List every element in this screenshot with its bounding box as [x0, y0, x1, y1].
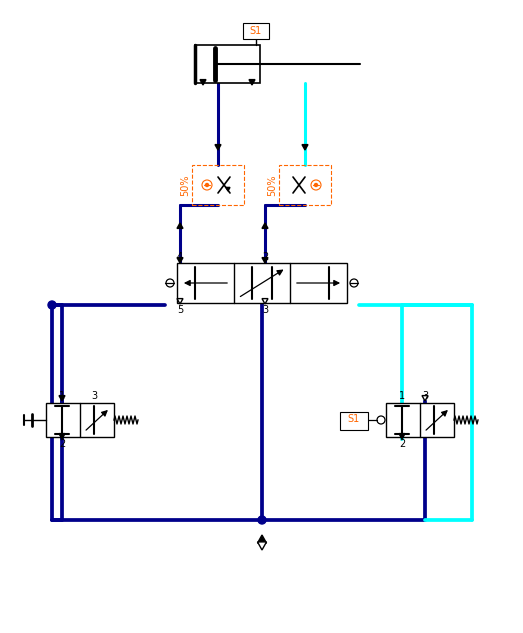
Text: 50%: 50% — [180, 174, 190, 196]
Bar — [177, 263, 347, 303]
Polygon shape — [177, 299, 183, 304]
Polygon shape — [215, 144, 221, 150]
Text: 2: 2 — [399, 439, 405, 449]
Polygon shape — [249, 80, 255, 85]
Circle shape — [314, 184, 317, 187]
Text: 2: 2 — [262, 252, 268, 262]
Polygon shape — [59, 396, 65, 401]
Polygon shape — [226, 187, 230, 191]
Text: 3: 3 — [91, 391, 97, 401]
Text: 2: 2 — [59, 439, 65, 449]
Polygon shape — [262, 223, 268, 229]
Polygon shape — [200, 80, 206, 85]
Polygon shape — [399, 434, 405, 439]
Text: 5: 5 — [177, 305, 183, 315]
Bar — [195, 45, 260, 83]
Text: 3: 3 — [262, 305, 268, 315]
Text: 3: 3 — [422, 391, 428, 401]
Bar — [46, 403, 114, 437]
Text: 4: 4 — [177, 252, 183, 262]
Polygon shape — [262, 299, 268, 304]
Text: 1: 1 — [399, 391, 405, 401]
Text: 50%: 50% — [267, 174, 277, 196]
Polygon shape — [177, 223, 183, 229]
Bar — [279, 165, 331, 205]
Polygon shape — [302, 144, 308, 150]
Polygon shape — [422, 396, 428, 401]
Polygon shape — [59, 434, 65, 439]
Bar — [386, 403, 454, 437]
Polygon shape — [257, 542, 267, 550]
Bar — [192, 165, 244, 205]
Polygon shape — [257, 535, 267, 543]
Circle shape — [258, 516, 266, 524]
Text: S1: S1 — [250, 26, 262, 36]
Circle shape — [206, 184, 209, 187]
Bar — [243, 23, 269, 39]
Circle shape — [48, 301, 56, 309]
Bar — [340, 412, 368, 430]
Polygon shape — [262, 258, 268, 263]
Text: S1: S1 — [348, 414, 360, 424]
Polygon shape — [177, 258, 183, 263]
Text: 1: 1 — [59, 391, 65, 401]
